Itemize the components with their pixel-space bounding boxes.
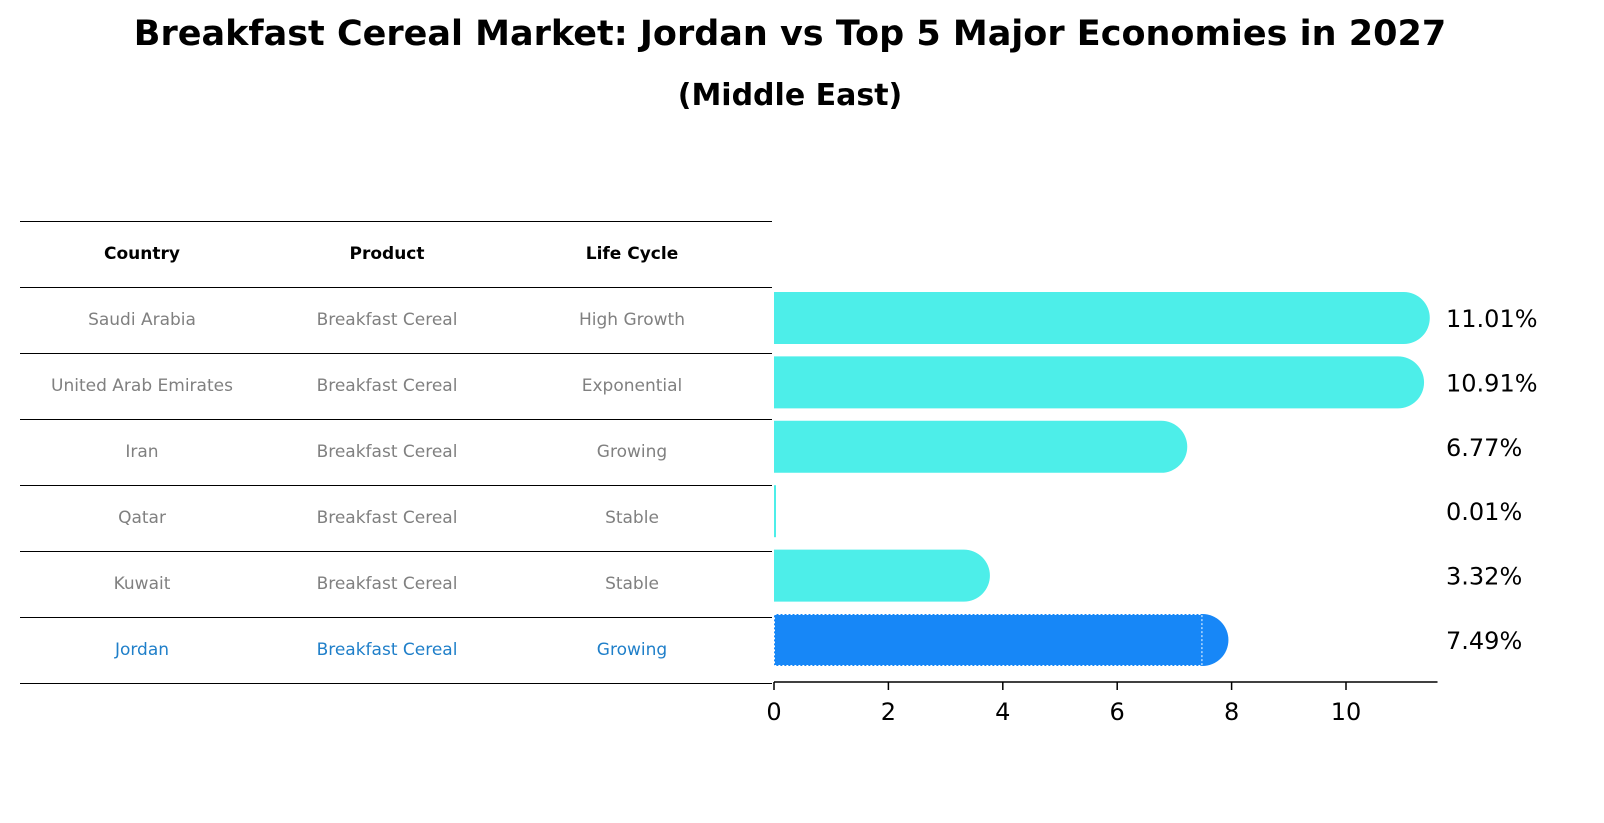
- bar: [774, 420, 1188, 473]
- table-cell-country: Qatar: [118, 508, 166, 528]
- bar: [774, 485, 776, 538]
- table-divider: [20, 287, 772, 288]
- bar: [774, 356, 1425, 409]
- table-cell-product: Breakfast Cereal: [316, 376, 458, 396]
- x-tick-label: 0: [766, 698, 781, 726]
- bar-highlight: [774, 614, 1229, 666]
- table-divider: [20, 683, 772, 684]
- x-tick-label: 4: [995, 698, 1010, 726]
- table-cell-country: United Arab Emirates: [51, 376, 233, 396]
- table-divider: [20, 419, 772, 420]
- table-divider: [20, 221, 772, 222]
- table-divider: [20, 617, 772, 618]
- table-divider: [20, 485, 772, 486]
- table-cell-life-cycle: Stable: [605, 508, 659, 528]
- table-cell-product: Breakfast Cereal: [316, 508, 458, 528]
- value-label: 7.49%: [1446, 627, 1522, 655]
- table-cell-life-cycle: Growing: [596, 442, 668, 462]
- value-label: 11.01%: [1446, 305, 1538, 333]
- table-cell-life-cycle: Growing: [596, 640, 668, 660]
- bar: [774, 549, 990, 602]
- table-cell-product: Breakfast Cereal: [316, 442, 458, 462]
- table-cell-life-cycle: High Growth: [578, 310, 685, 330]
- x-tick-label: 2: [881, 698, 896, 726]
- value-label: 0.01%: [1446, 498, 1522, 526]
- table-cell-country: Kuwait: [113, 574, 171, 594]
- header-product: Product: [349, 244, 425, 264]
- x-tick-label: 6: [1110, 698, 1125, 726]
- bar-highlight-outline: [774, 614, 1203, 666]
- chart-subtitle: (Middle East): [677, 78, 903, 113]
- value-label: 3.32%: [1446, 563, 1522, 591]
- table-cell-life-cycle: Exponential: [581, 376, 683, 396]
- table-divider: [20, 551, 772, 552]
- table-cell-country: Jordan: [114, 640, 170, 660]
- table-cell-product: Breakfast Cereal: [316, 310, 458, 330]
- header-life-cycle: Life Cycle: [585, 244, 679, 264]
- header-country: Country: [104, 244, 180, 264]
- table-cell-country: Iran: [125, 442, 159, 462]
- value-label: 6.77%: [1446, 434, 1522, 462]
- table-cell-country: Saudi Arabia: [88, 310, 196, 330]
- table-divider: [20, 353, 772, 354]
- x-tick-label: 10: [1331, 698, 1362, 726]
- bar: [774, 292, 1430, 344]
- table-cell-product: Breakfast Cereal: [316, 640, 458, 660]
- x-tick-label: 8: [1224, 698, 1239, 726]
- table-cell-life-cycle: Stable: [605, 574, 659, 594]
- table-cell-product: Breakfast Cereal: [316, 574, 458, 594]
- chart-title: Breakfast Cereal Market: Jordan vs Top 5…: [133, 14, 1447, 54]
- value-label: 10.91%: [1446, 369, 1538, 397]
